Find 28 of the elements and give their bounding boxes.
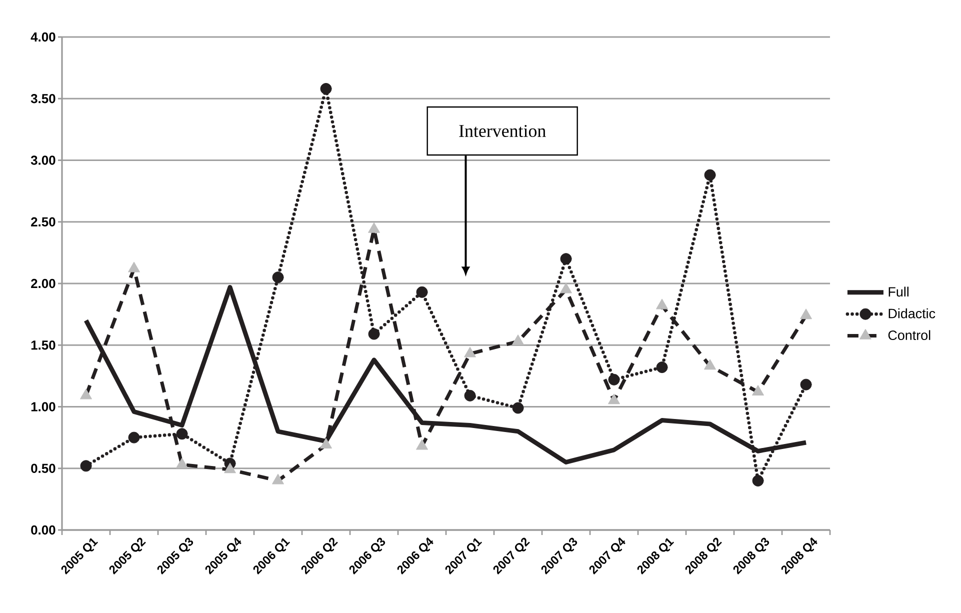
y-tick-label: 4.00 — [30, 32, 56, 42]
point — [608, 374, 620, 386]
y-tick-label: 1.50 — [31, 340, 56, 350]
point — [320, 83, 332, 95]
annotation: Intervention — [459, 124, 546, 138]
point — [464, 390, 476, 402]
y-tick-label: 0.00 — [31, 525, 56, 535]
point — [368, 328, 380, 340]
legend-label: Control — [888, 330, 930, 340]
y-tick-label: 0.50 — [31, 464, 56, 473]
y-tick-label: 2.00 — [31, 278, 56, 288]
legend-label: Full — [888, 286, 908, 297]
y-tick-label: 2.50 — [31, 217, 56, 226]
point — [272, 272, 284, 284]
point — [176, 428, 188, 440]
point — [656, 362, 668, 374]
point — [512, 402, 524, 414]
y-tick-label: 3.50 — [30, 94, 56, 104]
point — [704, 169, 716, 181]
point — [80, 460, 92, 472]
point — [416, 286, 428, 298]
point — [800, 378, 812, 390]
y-tick-label: 3.00 — [30, 156, 56, 165]
point — [752, 474, 764, 486]
y-tick-label: 1.00 — [31, 402, 56, 412]
legend-label: Didactic — [888, 308, 936, 318]
point — [560, 253, 572, 265]
point — [128, 432, 140, 444]
